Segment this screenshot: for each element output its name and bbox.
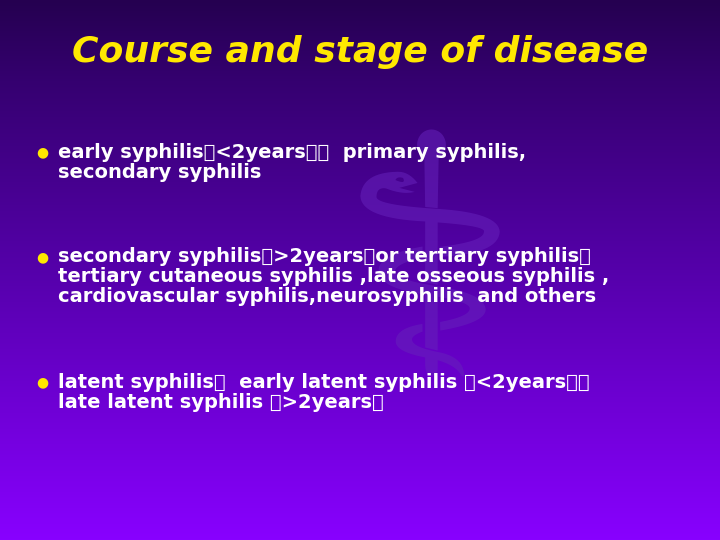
Text: ⚕: ⚕: [340, 118, 520, 442]
Text: ●: ●: [36, 250, 48, 264]
Text: tertiary cutaneous syphilis ,late osseous syphilis ,: tertiary cutaneous syphilis ,late osseou…: [58, 267, 609, 287]
Text: latent syphilis：  early latent syphilis （<2years），: latent syphilis： early latent syphilis （…: [58, 373, 590, 392]
Text: Course and stage of disease: Course and stage of disease: [72, 35, 648, 69]
Text: secondary syphilis: secondary syphilis: [58, 163, 261, 181]
Text: early syphilis（<2years）：  primary syphilis,: early syphilis（<2years）： primary syphili…: [58, 143, 526, 161]
Text: late latent syphilis （>2years）: late latent syphilis （>2years）: [58, 393, 384, 411]
Text: cardiovascular syphilis,neurosyphilis  and others: cardiovascular syphilis,neurosyphilis an…: [58, 287, 596, 307]
Text: ●: ●: [36, 145, 48, 159]
Text: secondary syphilis（>2years）or tertiary syphilis：: secondary syphilis（>2years）or tertiary s…: [58, 247, 591, 267]
Text: ●: ●: [36, 375, 48, 389]
